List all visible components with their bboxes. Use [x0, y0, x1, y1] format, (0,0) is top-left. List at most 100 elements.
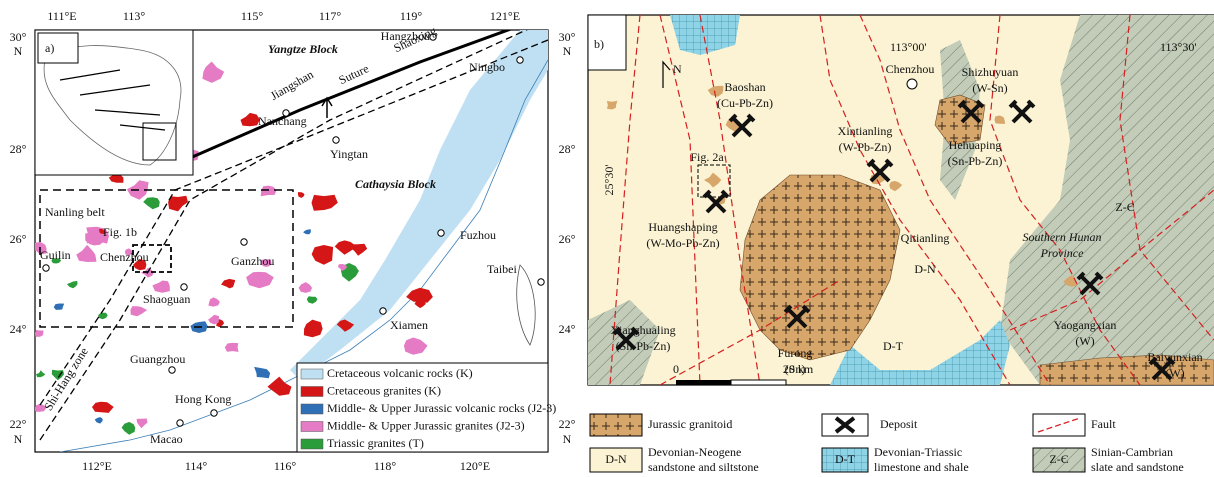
- city-marker: [211, 410, 217, 416]
- place-label: (Sn-Pb-Zn): [616, 339, 671, 353]
- lat-label: 30°: [559, 30, 576, 44]
- legend-label: Sinian-Cambrian: [1091, 445, 1173, 459]
- place-label: Ningbo: [469, 60, 505, 74]
- place-label: Nanchang: [258, 114, 307, 128]
- place-label: Southern Hunan: [1023, 230, 1102, 244]
- place-label: Z-Є: [1115, 200, 1134, 214]
- city-marker: [177, 420, 183, 426]
- place-label: Ganzhou: [231, 254, 274, 268]
- scale-bar: [676, 380, 731, 385]
- place-label: Hong Kong: [175, 392, 231, 406]
- hemisphere: N: [14, 44, 23, 58]
- lat-label: 26°: [559, 232, 576, 246]
- lon-label: 115°: [241, 9, 264, 23]
- legend-label: Triassic granites (T): [327, 436, 424, 450]
- lat-label: 24°: [10, 322, 27, 336]
- lat-label: 30°: [10, 30, 27, 44]
- lat-label: 22°: [559, 417, 576, 431]
- panel-label-box: [38, 33, 78, 63]
- place-label: Yangtze Block: [268, 42, 338, 56]
- place-label: (Cu-Pb-Zn): [717, 96, 773, 110]
- place-label: Qitianling: [901, 231, 950, 245]
- place-label: Huangshaping: [648, 220, 717, 234]
- place-label: Macao: [150, 432, 183, 446]
- place-label: Chenzhou: [100, 250, 149, 264]
- lon-label: 117°: [319, 9, 342, 23]
- legend-label: Fault: [1091, 417, 1116, 431]
- place-label: (W-Pb-Zn): [839, 140, 892, 154]
- place-label: Nanling belt: [45, 205, 105, 219]
- city-marker: [517, 57, 523, 63]
- figure: a)111°E113°115°117°119°121°E112°E114°116…: [0, 0, 1214, 477]
- scale-bar: [731, 380, 786, 385]
- city-marker: [181, 284, 187, 290]
- hemisphere: N: [563, 432, 572, 446]
- place-label: (Sn): [785, 362, 806, 376]
- place-label: Fig. 1b: [103, 225, 137, 239]
- legend-label: Devonian-Neogene: [648, 445, 741, 459]
- legend-label: sandstone and siltstone: [648, 460, 759, 474]
- lon-label: 113°30': [1160, 40, 1197, 54]
- place-label: D-T: [883, 339, 904, 353]
- legend-label: Cretaceous granites (K): [327, 383, 441, 397]
- lon-label: 118°: [374, 459, 397, 473]
- scale-label: 0: [673, 362, 679, 376]
- hemisphere: N: [563, 44, 572, 58]
- city-marker: [438, 230, 444, 236]
- lat-label: 28°: [10, 142, 27, 156]
- lon-label: 113°: [123, 9, 146, 23]
- legend-label: Deposit: [880, 417, 918, 431]
- place-label: Guangzhou: [130, 352, 185, 366]
- city-marker: [241, 239, 247, 245]
- place-label: Chenzhou: [886, 62, 935, 76]
- place-label: (W-Sn): [972, 81, 1007, 95]
- place-label: (W): [1075, 334, 1094, 348]
- lat-label: 24°: [559, 322, 576, 336]
- lon-label: 119°: [400, 9, 423, 23]
- place-label: Guilin: [40, 248, 71, 262]
- city-marker: [43, 265, 49, 271]
- lat-label: 26°: [10, 232, 27, 246]
- place-label: D-N: [914, 262, 936, 276]
- legend-code: D-N: [605, 452, 627, 466]
- lon-label: 114°: [185, 459, 208, 473]
- hemisphere: N: [14, 432, 23, 446]
- legend-label: Jurassic granitoid: [648, 417, 732, 431]
- panel-b: N020 kmb)113°00'113°30'25°30'ChenzhouBao…: [588, 15, 1214, 474]
- lon-label: 121°E: [490, 9, 520, 23]
- place-label: Fuzhou: [460, 228, 496, 242]
- city-marker: [538, 279, 544, 285]
- place-label: Baiyunxian: [1147, 350, 1202, 364]
- city-marker: [907, 79, 917, 89]
- place-label: Fig. 2a: [690, 150, 724, 164]
- place-label: (Sn-Pb-Zn): [948, 154, 1003, 168]
- lat-label: 22°: [10, 417, 27, 431]
- legend-swatch: [590, 414, 642, 436]
- legend-swatch: [301, 404, 323, 414]
- place-label: Xintianling: [838, 124, 893, 138]
- legend-swatch: [301, 387, 323, 397]
- place-label: Baoshan: [724, 80, 765, 94]
- place-label: Hehuaping: [949, 138, 1002, 152]
- legend-label: limestone and shale: [874, 460, 969, 474]
- panel-label: b): [594, 37, 604, 51]
- lon-label: 112°E: [82, 459, 112, 473]
- place-label: Taibei: [487, 262, 517, 276]
- place-label: Shaoguan: [143, 292, 190, 306]
- place-label: (W): [1165, 366, 1184, 380]
- place-label: Yaogangxian: [1054, 318, 1117, 332]
- lat-label: 28°: [559, 142, 576, 156]
- lon-label: 120°E: [460, 459, 490, 473]
- north-label: N: [673, 62, 682, 76]
- place-label: Xiamen: [390, 318, 428, 332]
- panel-label: a): [45, 41, 54, 55]
- legend-label: Cretaceous volcanic rocks (K): [327, 366, 473, 380]
- legend-code: Z-Є: [1049, 452, 1068, 466]
- place-label: (W-Mo-Pb-Zn): [646, 236, 719, 250]
- place-label: Furong: [778, 346, 813, 360]
- lat-label: 25°30': [602, 165, 616, 196]
- legend-swatch: [301, 369, 323, 379]
- lon-label: 113°00': [890, 40, 927, 54]
- place-label: Xianghualing: [610, 323, 675, 337]
